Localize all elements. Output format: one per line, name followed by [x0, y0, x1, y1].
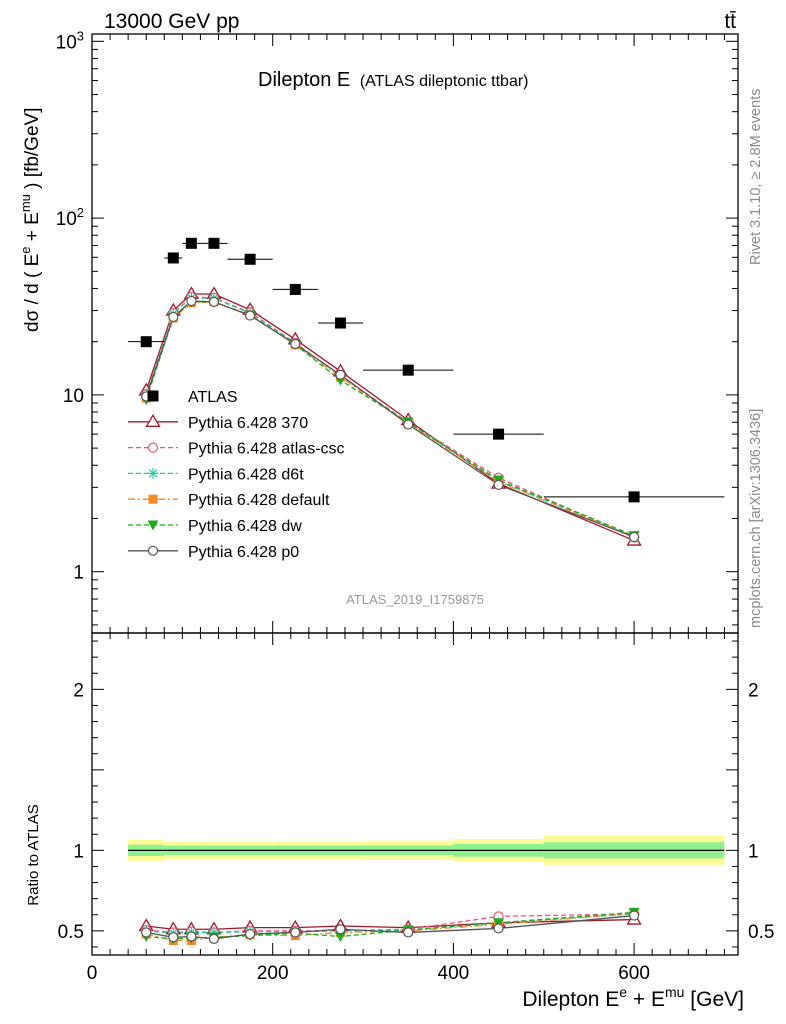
series-line	[145, 296, 635, 538]
legend-marker	[148, 494, 158, 504]
main-y-tick-label: 102	[56, 205, 84, 230]
legend-marker	[147, 442, 159, 453]
series-point	[245, 310, 256, 321]
process-label: tt̄	[724, 10, 736, 33]
ratio-series-point	[168, 932, 179, 943]
series-point	[628, 531, 640, 543]
legend-label: Pythia 6.428 p0	[188, 544, 299, 561]
energy-label: 13000 GeV pp	[104, 10, 239, 33]
ratio-series-point	[628, 910, 640, 921]
ratio-series-point	[334, 931, 346, 942]
ratio-y-tick-label: 1	[73, 841, 84, 862]
x-axis-label: Dilepton Ee + Emu [GeV]	[522, 984, 744, 1011]
ratio-plot-frame	[91, 632, 739, 956]
series-point	[168, 311, 179, 323]
legend-label: Pythia 6.428 d6t	[188, 466, 304, 483]
ratio-series-line	[146, 911, 635, 940]
ratio-series-line	[146, 912, 635, 942]
series-line	[145, 300, 635, 538]
legend-label: ATLAS	[188, 389, 238, 406]
legend-label: Pythia 6.428 atlas-csc	[188, 441, 345, 458]
ratio-y-tick-label-right: 1	[748, 841, 759, 862]
legend-label: Pythia 6.428 dw	[188, 518, 302, 535]
legend: ATLAS Pythia 6.428 370 Pythia 6.428 atlas-…	[128, 389, 345, 561]
ratio-series-line	[146, 914, 635, 940]
ratio-series-point	[335, 924, 346, 935]
ratio-series-point	[208, 933, 220, 945]
ratio-series-point	[245, 928, 256, 940]
series-point	[403, 419, 414, 430]
legend-label: Pythia 6.428 370	[188, 415, 308, 432]
ratio-y-tick-label: 2	[73, 680, 84, 701]
ratio-series-point	[493, 918, 505, 929]
ratio-y-tick-label-right: 2	[748, 680, 759, 701]
side-label-rivet: Rivet 3.1.10, ≥ 2.8M events	[748, 89, 764, 265]
series-point	[208, 296, 220, 307]
legend-marker	[147, 545, 159, 556]
chart-title: Dilepton E (ATLAS dileptonic ttbar)	[258, 69, 529, 91]
x-tick-label: 400	[438, 963, 470, 984]
ratio-series-line	[146, 918, 635, 930]
ratio-series-line	[146, 913, 635, 934]
ratio-series-line	[146, 913, 635, 934]
ratio-series-point	[403, 927, 414, 938]
chart-title-sub: (ATLAS dileptonic ttbar)	[360, 73, 529, 90]
data-point	[334, 317, 346, 329]
legend-marker	[147, 520, 159, 531]
main-panel: 1 10 102 103	[56, 28, 739, 634]
ratio-y-tick-label: 0.5	[58, 922, 84, 943]
x-tick-label: 600	[618, 963, 650, 984]
data-point	[493, 428, 505, 440]
ratio-panel: 0.5 0.5 1 1 2 2 0 200 400 600	[58, 632, 774, 984]
data-point	[208, 237, 220, 249]
data-point	[185, 237, 197, 249]
ratio-series-point	[186, 931, 197, 942]
legend-marker-atlas	[147, 390, 159, 402]
legend-marker	[145, 414, 161, 427]
data-point	[140, 336, 152, 348]
main-y-tick-label: 1	[73, 563, 84, 584]
ratio-y-tick-label-right: 0.5	[748, 922, 774, 943]
x-tick-label: 0	[87, 963, 98, 984]
data-point	[402, 364, 414, 376]
series-point	[186, 295, 197, 307]
legend-label: Pythia 6.428 default	[188, 492, 330, 509]
data-point	[244, 253, 256, 265]
legend-marker	[147, 467, 159, 479]
chart-title-main: Dilepton E	[258, 69, 350, 91]
x-tick-label: 200	[257, 963, 289, 984]
series-point	[493, 479, 504, 490]
ratio-series-point	[493, 923, 504, 934]
ratio-series-point	[141, 927, 152, 938]
data-point	[628, 491, 640, 503]
ratio-series-point	[290, 927, 301, 938]
data-point	[289, 283, 301, 295]
ratio-y-axis-label: Ratio to ATLAS	[25, 804, 42, 905]
series-point	[290, 338, 301, 350]
main-y-tick-label: 103	[56, 28, 84, 53]
data-point	[167, 252, 179, 264]
side-label-mcplots: mcplots.cern.ch [arXiv:1306.3436]	[748, 409, 764, 628]
analysis-id: ATLAS_2019_I1759875	[346, 592, 484, 607]
series-point	[335, 369, 346, 380]
main-y-tick-label: 10	[63, 386, 84, 407]
main-y-axis-label: dσ / d ( Ee + Emu ) [fb/GeV]	[18, 108, 43, 332]
